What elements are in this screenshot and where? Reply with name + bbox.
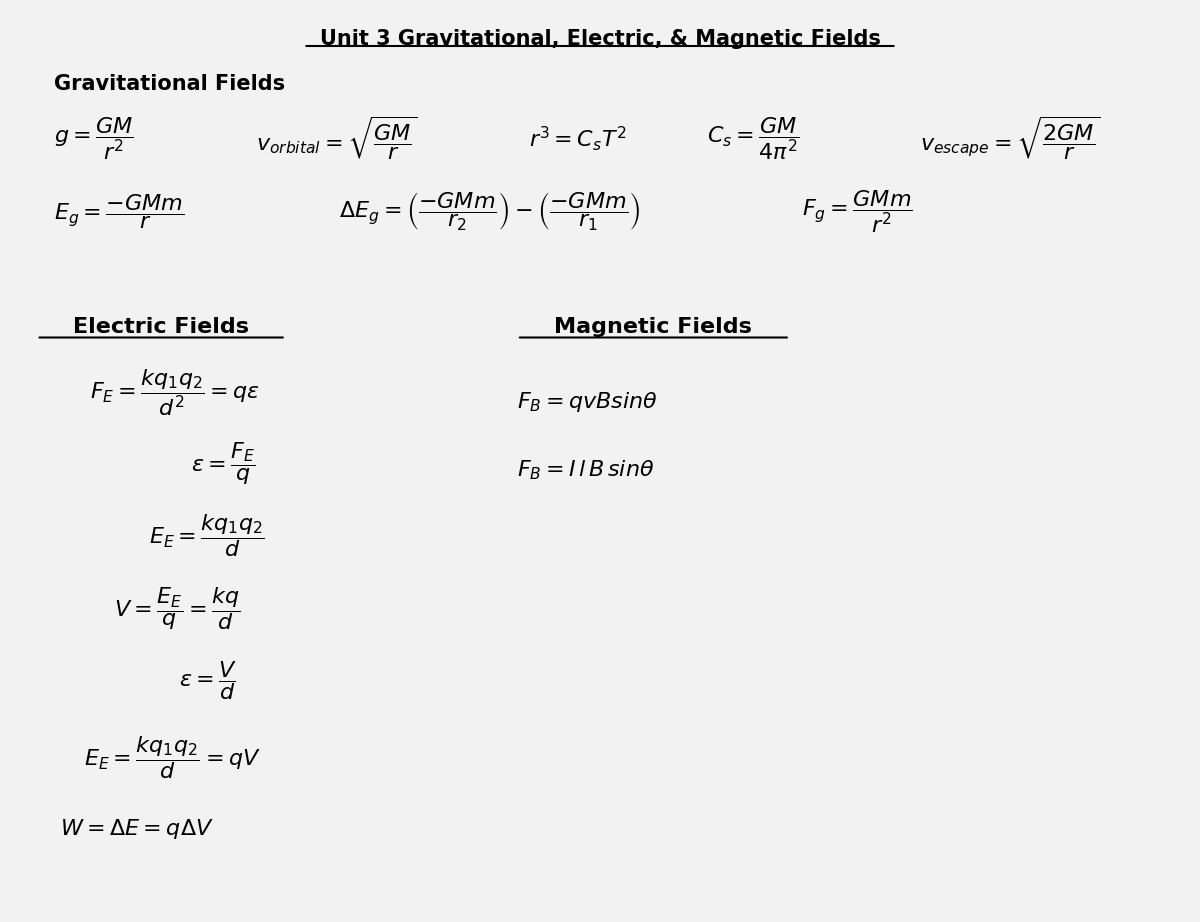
Text: Unit 3 Gravitational, Electric, & Magnetic Fields: Unit 3 Gravitational, Electric, & Magnet…: [319, 29, 881, 49]
Text: $E_E = \dfrac{kq_1q_2}{d} = qV$: $E_E = \dfrac{kq_1q_2}{d} = qV$: [84, 735, 260, 782]
Text: $F_B = qvBsin\theta$: $F_B = qvBsin\theta$: [517, 390, 658, 414]
Text: $\varepsilon = \dfrac{V}{d}$: $\varepsilon = \dfrac{V}{d}$: [179, 659, 236, 703]
Text: $F_B = I\, l\, B\, sin\theta$: $F_B = I\, l\, B\, sin\theta$: [517, 458, 654, 482]
Text: $E_g = \dfrac{-GMm}{r}$: $E_g = \dfrac{-GMm}{r}$: [54, 192, 185, 230]
Text: Gravitational Fields: Gravitational Fields: [54, 74, 286, 94]
Text: $v_{orbital} = \sqrt{\dfrac{GM}{r}}$: $v_{orbital} = \sqrt{\dfrac{GM}{r}}$: [256, 115, 418, 162]
Text: $V = \dfrac{E_E}{q} = \dfrac{kq}{d}$: $V = \dfrac{E_E}{q} = \dfrac{kq}{d}$: [114, 585, 240, 632]
Text: $g = \dfrac{GM}{r^2}$: $g = \dfrac{GM}{r^2}$: [54, 115, 134, 162]
Text: $F_g = \dfrac{GMm}{r^2}$: $F_g = \dfrac{GMm}{r^2}$: [802, 188, 912, 234]
Text: $\varepsilon = \dfrac{F_E}{q}$: $\varepsilon = \dfrac{F_E}{q}$: [191, 441, 256, 487]
Text: $C_s = \dfrac{GM}{4\pi^2}$: $C_s = \dfrac{GM}{4\pi^2}$: [707, 115, 799, 162]
Text: $v_{escape} = \sqrt{\dfrac{2GM}{r}}$: $v_{escape} = \sqrt{\dfrac{2GM}{r}}$: [920, 115, 1100, 162]
Text: $F_E = \dfrac{kq_1q_2}{d^2} = q\varepsilon$: $F_E = \dfrac{kq_1q_2}{d^2} = q\varepsil…: [90, 368, 260, 419]
Text: $W = \Delta E = q\Delta V$: $W = \Delta E = q\Delta V$: [60, 817, 214, 841]
Text: Electric Fields: Electric Fields: [73, 316, 250, 337]
Text: Magnetic Fields: Magnetic Fields: [554, 316, 752, 337]
Text: $E_E = \dfrac{kq_1q_2}{d}$: $E_E = \dfrac{kq_1q_2}{d}$: [149, 512, 265, 559]
Text: $\Delta E_g = \left(\dfrac{-GMm}{r_2}\right) - \left(\dfrac{-GMm}{r_1}\right)$: $\Delta E_g = \left(\dfrac{-GMm}{r_2}\ri…: [340, 190, 641, 232]
Text: $r^3 = C_s T^2$: $r^3 = C_s T^2$: [529, 124, 626, 153]
